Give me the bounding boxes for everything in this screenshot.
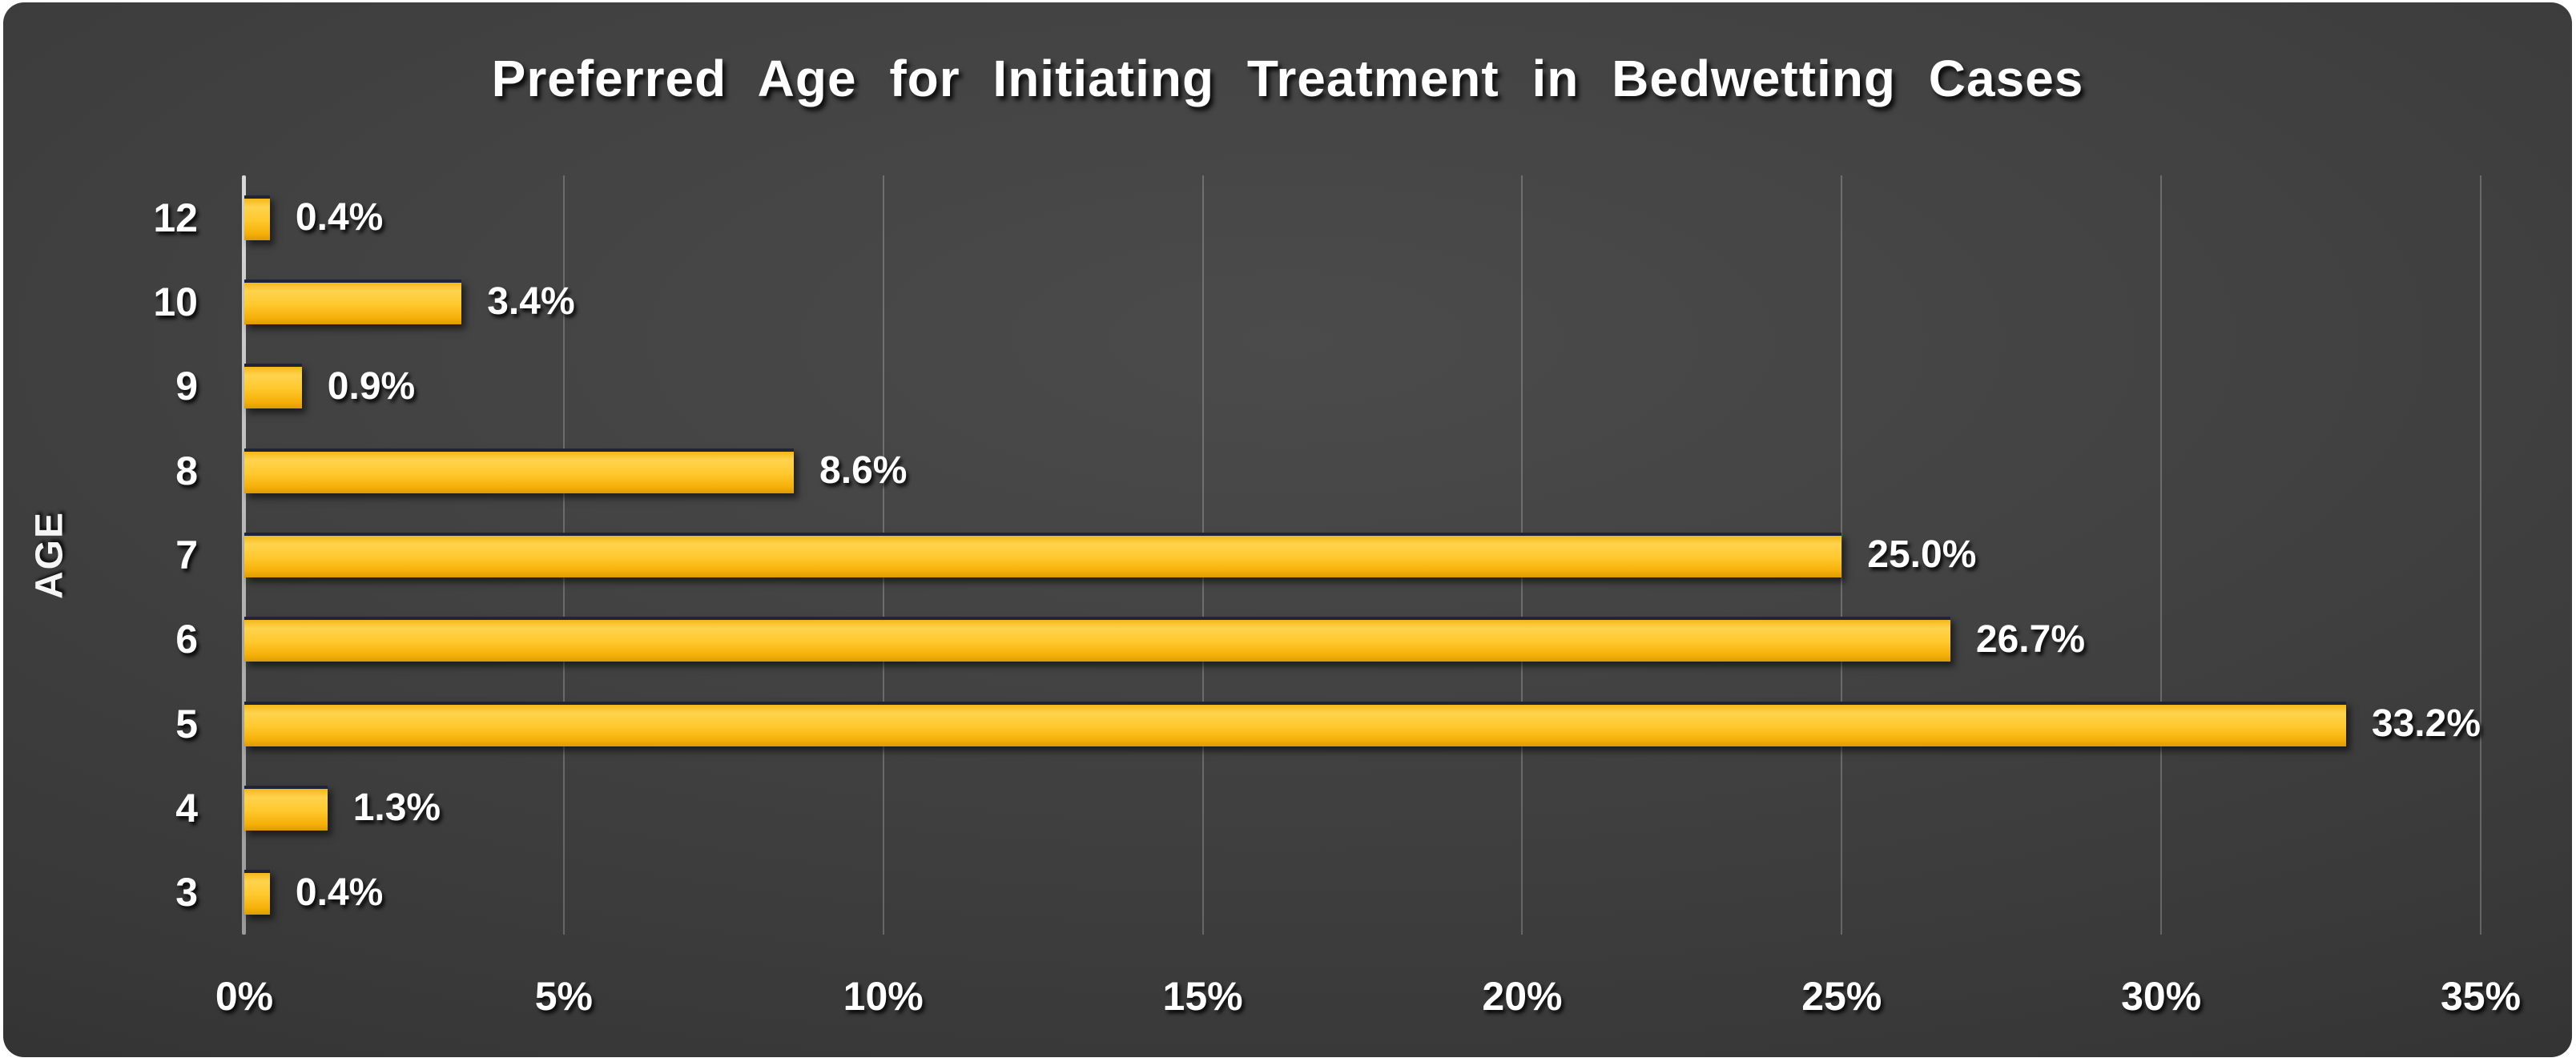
x-tick-label: 25% (1801, 974, 1882, 1019)
category-label: 7 (175, 532, 198, 577)
category-label: 4 (175, 785, 198, 831)
bar (244, 195, 270, 240)
bar-row: 12 0.4% (153, 195, 2481, 240)
bar (244, 532, 1842, 577)
bar-row: 6 26.7% (175, 617, 2481, 662)
bar-value-label: 0.4% (295, 871, 384, 914)
gridline (2480, 175, 2481, 935)
chart-canvas: Preferred Age for Initiating Treatment i… (3, 2, 2572, 1057)
category-label: 10 (153, 279, 198, 324)
y-axis-line (242, 175, 246, 935)
x-tick-label: 15% (1162, 974, 1243, 1019)
category-label: 9 (175, 364, 198, 409)
x-tick-label: 35% (2440, 974, 2522, 1019)
category-label: 3 (175, 870, 198, 915)
bar-value-label: 25.0% (1867, 533, 1977, 577)
x-tick-label: 20% (1482, 974, 1563, 1019)
bar-value-label: 3.4% (487, 280, 575, 324)
bar (244, 617, 1950, 662)
gridline (1841, 175, 1843, 935)
plot-area: 12 0.4% 10 3.4% 9 0.9% 8 8.6% 7 25.0% 6 26.7% 5 33.2%… (153, 175, 2481, 935)
bar-value-label: 33.2% (2371, 702, 2481, 746)
bar-row: 4 1.3% (175, 785, 2481, 831)
bar (244, 279, 462, 324)
bar-row: 8 8.6% (175, 448, 2481, 493)
category-label: 12 (153, 195, 198, 240)
y-axis-title: AGE (28, 510, 71, 600)
bar-value-label: 0.4% (295, 196, 384, 239)
bar-row: 10 3.4% (153, 279, 2481, 324)
x-tick-label: 30% (2121, 974, 2202, 1019)
bar (244, 785, 328, 831)
bar-row: 7 25.0% (175, 532, 2481, 577)
bar-row: 9 0.9% (175, 364, 2481, 409)
x-tick-label: 5% (534, 974, 593, 1019)
bar (244, 701, 2346, 746)
bar-rows: 12 0.4% 10 3.4% 9 0.9% 8 8.6% 7 25.0% 6 26.7% 5 33.2%… (153, 175, 2481, 935)
bar-value-label: 0.9% (327, 364, 416, 408)
bar-row: 3 0.4% (175, 870, 2481, 915)
x-tick-label: 10% (843, 974, 924, 1019)
x-tick-label: 0% (215, 974, 274, 1019)
bar-value-label: 1.3% (352, 786, 441, 830)
category-label: 5 (175, 701, 198, 746)
bar-value-label: 26.7% (1975, 617, 2085, 661)
bar-row: 5 33.2% (175, 701, 2481, 746)
x-axis: 0% 5% 10% 15% 20% 25% 30% 35% (215, 973, 2521, 1029)
category-label: 6 (175, 617, 198, 662)
bar (244, 870, 270, 915)
bar-value-label: 8.6% (819, 449, 908, 493)
bar (244, 364, 302, 409)
bar (244, 448, 795, 493)
category-label: 8 (175, 448, 198, 493)
chart-title: Preferred Age for Initiating Treatment i… (491, 50, 2084, 107)
gridline (2160, 175, 2163, 935)
